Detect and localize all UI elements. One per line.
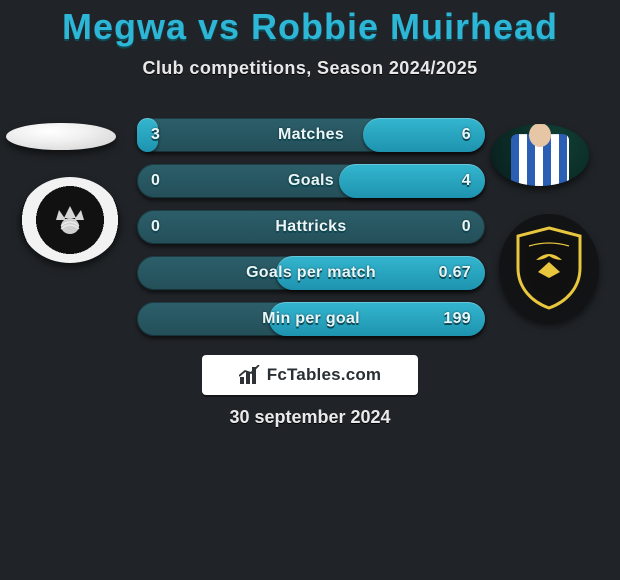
stat-label: Goals (137, 164, 485, 198)
stat-row-goals: 0 Goals 4 (137, 164, 485, 198)
comparison-card: Megwa vs Robbie Muirhead Club competitio… (0, 0, 620, 580)
stat-value-right: 0.67 (439, 256, 471, 290)
stat-label: Hattricks (137, 210, 485, 244)
stat-label: Matches (137, 118, 485, 152)
stat-row-goals-per-match: Goals per match 0.67 (137, 256, 485, 290)
shield-icon (514, 226, 584, 310)
club-badge-left (20, 177, 120, 263)
bar-chart-icon (239, 365, 261, 385)
brand-box: FcTables.com (202, 355, 418, 395)
stat-row-matches: 3 Matches 6 (137, 118, 485, 152)
stat-label: Goals per match (137, 256, 485, 290)
stat-value-right: 0 (462, 210, 471, 244)
stats-area: 3 Matches 6 0 Goals 4 0 Hattricks 0 Goal… (137, 118, 485, 348)
thistle-icon (46, 196, 94, 244)
page-subtitle: Club competitions, Season 2024/2025 (0, 58, 620, 79)
player-right-avatar (491, 124, 589, 186)
page-title: Megwa vs Robbie Muirhead (0, 0, 620, 48)
player-left-avatar (6, 123, 116, 150)
stat-row-min-per-goal: Min per goal 199 (137, 302, 485, 336)
stat-row-hattricks: 0 Hattricks 0 (137, 210, 485, 244)
club-badge-right (499, 214, 599, 322)
stat-value-right: 6 (462, 118, 471, 152)
brand-text: FcTables.com (267, 365, 382, 385)
stat-value-right: 199 (443, 302, 471, 336)
player-head-icon (529, 124, 551, 147)
date-text: 30 september 2024 (0, 407, 620, 428)
stat-value-right: 4 (462, 164, 471, 198)
stat-label: Min per goal (137, 302, 485, 336)
